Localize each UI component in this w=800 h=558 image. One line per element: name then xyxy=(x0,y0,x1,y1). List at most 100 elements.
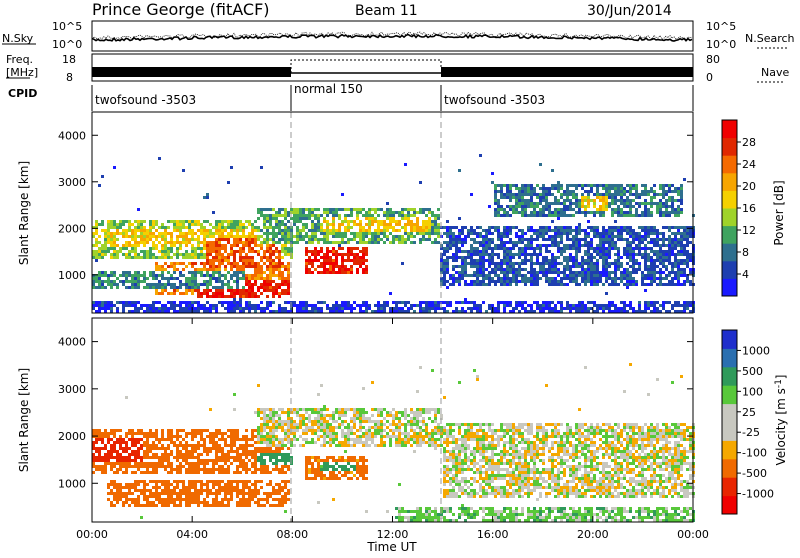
heatmap-cell xyxy=(596,211,599,214)
heatmap-cell xyxy=(233,456,236,459)
heatmap-cell xyxy=(533,262,536,265)
heatmap-cell xyxy=(596,253,599,256)
heatmap-cell xyxy=(512,271,515,274)
heatmap-cell xyxy=(449,247,452,250)
heatmap-cell xyxy=(524,259,527,262)
heatmap-cell xyxy=(644,193,647,196)
heatmap-cell xyxy=(572,235,575,238)
heatmap-cell xyxy=(233,459,236,462)
heatmap-cell xyxy=(323,229,326,232)
heatmap-cell xyxy=(263,286,266,289)
heatmap-cell xyxy=(161,456,164,459)
heatmap-cell xyxy=(374,238,377,241)
heatmap-cell xyxy=(644,187,647,190)
heatmap-cell xyxy=(566,196,569,199)
heatmap-cell xyxy=(584,235,587,238)
heatmap-cell xyxy=(191,289,194,292)
heatmap-cell xyxy=(572,304,575,307)
heatmap-cell xyxy=(266,244,269,247)
heatmap-cell xyxy=(509,271,512,274)
heatmap-cell xyxy=(629,184,632,187)
heatmap-cell xyxy=(233,250,236,253)
heatmap-cell xyxy=(257,235,260,238)
heatmap-cell xyxy=(311,211,314,214)
heatmap-cell xyxy=(158,501,161,504)
heatmap-cell xyxy=(659,304,662,307)
heatmap-cell xyxy=(557,190,560,193)
heatmap-cell xyxy=(257,250,260,253)
heatmap-cell xyxy=(290,229,293,232)
heatmap-cell xyxy=(308,229,311,232)
heatmap-cell xyxy=(281,274,284,277)
heatmap-cell xyxy=(647,190,650,193)
heatmap-cell xyxy=(260,274,263,277)
heatmap-cell xyxy=(602,256,605,259)
heatmap-cell xyxy=(98,432,101,435)
heatmap-cell xyxy=(362,262,365,265)
heatmap-cell xyxy=(425,208,428,211)
heatmap-cell xyxy=(626,247,629,250)
heatmap-cell xyxy=(152,277,155,280)
heatmap-cell xyxy=(239,229,242,232)
heatmap-cell xyxy=(137,244,140,247)
heatmap-cell xyxy=(245,483,248,486)
heatmap-cell xyxy=(287,280,290,283)
heatmap-cell xyxy=(629,229,632,232)
heatmap-cell xyxy=(518,199,521,202)
heatmap-cell xyxy=(557,262,560,265)
heatmap-cell xyxy=(431,232,434,235)
heatmap-cell xyxy=(131,441,134,444)
heatmap-cell xyxy=(653,268,656,271)
heatmap-cell xyxy=(272,217,275,220)
heatmap-cell xyxy=(671,241,674,244)
heatmap-cell xyxy=(500,232,503,235)
heatmap-cell xyxy=(632,310,635,313)
heatmap-cell xyxy=(539,268,542,271)
heatmap-cell xyxy=(545,232,548,235)
heatmap-cell xyxy=(356,268,359,271)
heatmap-cell xyxy=(332,268,335,271)
heatmap-cell xyxy=(167,486,170,489)
heatmap-cell xyxy=(215,498,218,501)
heatmap-cell xyxy=(446,247,449,250)
heatmap-cell xyxy=(101,271,104,274)
heatmap-cell xyxy=(212,468,215,471)
heatmap-cell xyxy=(335,265,338,268)
heatmap-cell xyxy=(125,396,128,399)
heatmap-cell xyxy=(176,229,179,232)
heatmap-cell xyxy=(173,244,176,247)
heatmap-cell xyxy=(302,229,305,232)
heatmap-cell xyxy=(170,435,173,438)
heatmap-cell xyxy=(335,271,338,274)
heatmap-cell xyxy=(464,310,467,313)
heatmap-cell xyxy=(224,238,227,241)
freq-block-right xyxy=(441,67,693,77)
heatmap-cell xyxy=(245,274,248,277)
heatmap-cell xyxy=(587,196,590,199)
heatmap-cell xyxy=(209,235,212,238)
heatmap-cell xyxy=(137,274,140,277)
heatmap-cell xyxy=(377,235,380,238)
heatmap-cell xyxy=(482,241,485,244)
heatmap-cell xyxy=(497,211,500,214)
heatmap-cell xyxy=(152,271,155,274)
heatmap-cell xyxy=(686,229,689,232)
heatmap-cell xyxy=(128,465,131,468)
heatmap-cell xyxy=(677,187,680,190)
heatmap-cell xyxy=(320,265,323,268)
heatmap-cell xyxy=(473,229,476,232)
heatmap-cell xyxy=(443,307,446,310)
heatmap-cell xyxy=(230,247,233,250)
heatmap-cell xyxy=(272,208,275,211)
heatmap-cell xyxy=(284,280,287,283)
heatmap-cell xyxy=(197,235,200,238)
heatmap-cell xyxy=(104,235,107,238)
heatmap-cell xyxy=(284,283,287,286)
heatmap-cell xyxy=(359,241,362,244)
heatmap-cell xyxy=(413,211,416,214)
heatmap-cell xyxy=(302,208,305,211)
heatmap-cell xyxy=(125,492,128,495)
heatmap-cell xyxy=(491,256,494,259)
heatmap-cell xyxy=(245,304,248,307)
heatmap-cell xyxy=(134,232,137,235)
